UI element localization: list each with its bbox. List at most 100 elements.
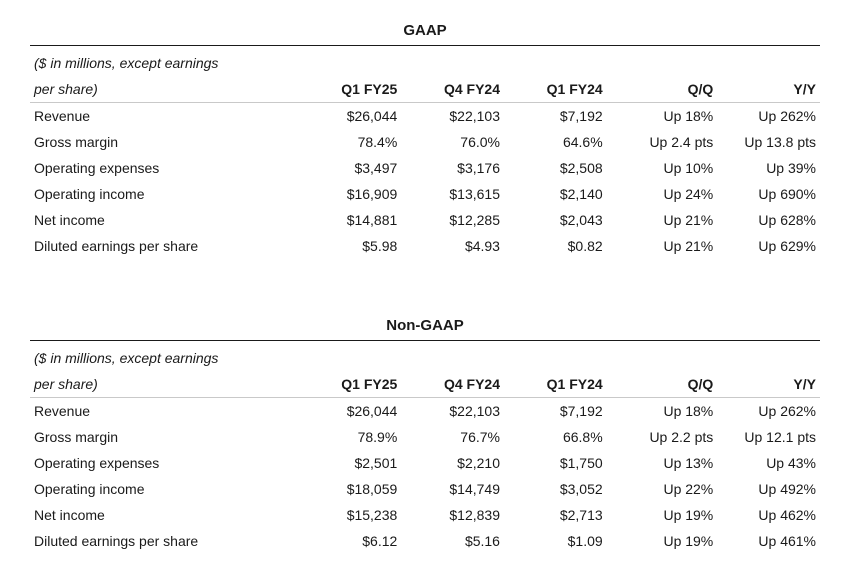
cell-yy: Up 262%: [717, 398, 820, 425]
cell-metric: Operating income: [30, 181, 299, 207]
cell-q4fy24: $12,839: [401, 502, 504, 528]
nongaap-top-rule: [30, 340, 820, 341]
cell-yy: Up 13.8 pts: [717, 129, 820, 155]
cell-qq: Up 2.2 pts: [607, 424, 718, 450]
gaap-note-line2: per share): [30, 76, 299, 103]
col-q4fy24: Q4 FY24: [401, 76, 504, 103]
nongaap-note-line2: per share): [30, 371, 299, 398]
gaap-header-row: per share) Q1 FY25 Q4 FY24 Q1 FY24 Q/Q Y…: [30, 76, 820, 103]
table-row: Operating expenses$3,497$3,176$2,508Up 1…: [30, 155, 820, 181]
cell-q4fy24: $12,285: [401, 207, 504, 233]
gaap-top-rule: [30, 45, 820, 46]
financial-tables-page: GAAP ($ in millions, except earnings per…: [0, 0, 850, 578]
cell-q1fy24: $2,140: [504, 181, 607, 207]
cell-q4fy24: 76.0%: [401, 129, 504, 155]
gaap-table: ($ in millions, except earnings per shar…: [30, 50, 820, 259]
cell-q4fy24: $2,210: [401, 450, 504, 476]
cell-q1fy24: $7,192: [504, 103, 607, 130]
cell-metric: Operating expenses: [30, 155, 299, 181]
table-row: Diluted earnings per share$5.98$4.93$0.8…: [30, 233, 820, 259]
cell-q4fy24: 76.7%: [401, 424, 504, 450]
cell-yy: Up 43%: [717, 450, 820, 476]
cell-q1fy24: $2,508: [504, 155, 607, 181]
nongaap-title: Non-GAAP: [30, 317, 820, 334]
cell-yy: Up 629%: [717, 233, 820, 259]
cell-metric: Revenue: [30, 398, 299, 425]
col-q1fy24: Q1 FY24: [504, 76, 607, 103]
col-qq: Q/Q: [607, 76, 718, 103]
table-row: Diluted earnings per share$6.12$5.16$1.0…: [30, 528, 820, 554]
cell-yy: Up 12.1 pts: [717, 424, 820, 450]
cell-qq: Up 21%: [607, 233, 718, 259]
cell-metric: Net income: [30, 207, 299, 233]
cell-q1fy25: 78.9%: [299, 424, 402, 450]
table-row: Revenue$26,044$22,103$7,192Up 18%Up 262%: [30, 398, 820, 425]
section-gap: [30, 259, 820, 313]
cell-q1fy25: $26,044: [299, 103, 402, 130]
cell-q1fy25: $15,238: [299, 502, 402, 528]
nongaap-body: Revenue$26,044$22,103$7,192Up 18%Up 262%…: [30, 398, 820, 555]
cell-q1fy24: $7,192: [504, 398, 607, 425]
cell-qq: Up 22%: [607, 476, 718, 502]
table-row: Operating income$16,909$13,615$2,140Up 2…: [30, 181, 820, 207]
cell-q4fy24: $4.93: [401, 233, 504, 259]
table-row: Gross margin78.4%76.0%64.6%Up 2.4 ptsUp …: [30, 129, 820, 155]
cell-q4fy24: $22,103: [401, 398, 504, 425]
table-row: Operating expenses$2,501$2,210$1,750Up 1…: [30, 450, 820, 476]
cell-metric: Operating income: [30, 476, 299, 502]
cell-q1fy25: $2,501: [299, 450, 402, 476]
cell-metric: Diluted earnings per share: [30, 528, 299, 554]
cell-q1fy24: $0.82: [504, 233, 607, 259]
cell-yy: Up 628%: [717, 207, 820, 233]
cell-q1fy25: $5.98: [299, 233, 402, 259]
col-q1fy25: Q1 FY25: [299, 371, 402, 398]
cell-yy: Up 461%: [717, 528, 820, 554]
cell-q1fy24: $1,750: [504, 450, 607, 476]
cell-q1fy24: $2,713: [504, 502, 607, 528]
cell-qq: Up 2.4 pts: [607, 129, 718, 155]
cell-yy: Up 492%: [717, 476, 820, 502]
cell-q1fy25: $18,059: [299, 476, 402, 502]
cell-yy: Up 39%: [717, 155, 820, 181]
cell-yy: Up 690%: [717, 181, 820, 207]
cell-q1fy25: 78.4%: [299, 129, 402, 155]
cell-yy: Up 262%: [717, 103, 820, 130]
col-yy: Y/Y: [717, 371, 820, 398]
col-qq: Q/Q: [607, 371, 718, 398]
col-yy: Y/Y: [717, 76, 820, 103]
cell-qq: Up 21%: [607, 207, 718, 233]
gaap-note-row-1: ($ in millions, except earnings: [30, 50, 820, 76]
cell-metric: Gross margin: [30, 129, 299, 155]
col-q1fy24: Q1 FY24: [504, 371, 607, 398]
gaap-body: Revenue$26,044$22,103$7,192Up 18%Up 262%…: [30, 103, 820, 260]
cell-qq: Up 13%: [607, 450, 718, 476]
table-row: Net income$14,881$12,285$2,043Up 21%Up 6…: [30, 207, 820, 233]
nongaap-note-row-1: ($ in millions, except earnings: [30, 345, 820, 371]
nongaap-header-row: per share) Q1 FY25 Q4 FY24 Q1 FY24 Q/Q Y…: [30, 371, 820, 398]
cell-q1fy25: $3,497: [299, 155, 402, 181]
nongaap-table: ($ in millions, except earnings per shar…: [30, 345, 820, 554]
cell-q1fy25: $26,044: [299, 398, 402, 425]
cell-q4fy24: $14,749: [401, 476, 504, 502]
cell-qq: Up 18%: [607, 103, 718, 130]
cell-metric: Net income: [30, 502, 299, 528]
table-row: Operating income$18,059$14,749$3,052Up 2…: [30, 476, 820, 502]
col-q4fy24: Q4 FY24: [401, 371, 504, 398]
cell-qq: Up 19%: [607, 528, 718, 554]
cell-q1fy24: 66.8%: [504, 424, 607, 450]
cell-metric: Revenue: [30, 103, 299, 130]
cell-q4fy24: $13,615: [401, 181, 504, 207]
cell-metric: Diluted earnings per share: [30, 233, 299, 259]
cell-qq: Up 19%: [607, 502, 718, 528]
cell-q1fy24: $1.09: [504, 528, 607, 554]
gaap-note-line1: ($ in millions, except earnings: [30, 50, 299, 76]
cell-metric: Operating expenses: [30, 450, 299, 476]
cell-qq: Up 10%: [607, 155, 718, 181]
table-row: Net income$15,238$12,839$2,713Up 19%Up 4…: [30, 502, 820, 528]
table-row: Gross margin78.9%76.7%66.8%Up 2.2 ptsUp …: [30, 424, 820, 450]
nongaap-note-line1: ($ in millions, except earnings: [30, 345, 299, 371]
cell-q1fy24: $3,052: [504, 476, 607, 502]
cell-q1fy25: $6.12: [299, 528, 402, 554]
cell-metric: Gross margin: [30, 424, 299, 450]
cell-q1fy24: 64.6%: [504, 129, 607, 155]
